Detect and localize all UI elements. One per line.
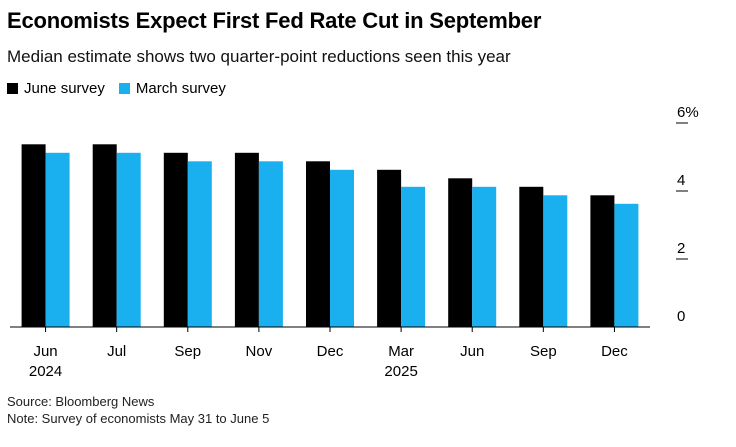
legend-item-march-survey: March survey: [118, 80, 226, 97]
bar-march-survey-8: [614, 203, 639, 328]
bar-march-survey-5: [401, 186, 426, 328]
x-tick-label-0: Jun: [33, 343, 57, 360]
x-tick-label-5-year: 2025: [384, 363, 417, 380]
bar-march-survey-7: [543, 195, 568, 328]
y-tick-label-2: 4: [677, 172, 685, 189]
bar-june-survey-0: [21, 144, 46, 328]
bars-layer: [21, 144, 639, 328]
x-tick-label-5: Mar: [388, 343, 414, 360]
footnote: Note: Survey of economists May 31 to Jun…: [7, 411, 270, 426]
legend-swatch-june-survey: [7, 83, 18, 94]
y-tick-label-3: 6%: [677, 104, 699, 121]
legend-swatch-march-survey: [118, 83, 130, 94]
bar-march-survey-1: [116, 152, 141, 328]
x-axis: Jun 2024 Jul Sep Nov Dec Mar 2025 Jun Sep Dec: [10, 326, 650, 380]
bar-june-survey-6: [448, 178, 473, 328]
chart-subtitle: Median estimate shows two quarter-point …: [7, 47, 511, 66]
bar-march-survey-2: [187, 161, 212, 328]
x-tick-label-2: Sep: [174, 343, 201, 360]
bar-june-survey-3: [234, 152, 259, 328]
bar-june-survey-7: [519, 186, 544, 328]
bar-june-survey-8: [590, 195, 615, 328]
bar-june-survey-1: [92, 144, 117, 328]
y-axis: 0 2 4 6%: [676, 104, 699, 325]
legend: June survey March survey: [7, 80, 240, 97]
bar-march-survey-0: [45, 152, 70, 328]
x-tick-label-0-year: 2024: [29, 363, 62, 380]
x-tick-label-8: Dec: [601, 343, 628, 360]
x-tick-label-1: Jul: [107, 343, 126, 360]
source-note: Source: Bloomberg News: [7, 394, 155, 409]
legend-label-march-survey: March survey: [135, 80, 226, 97]
x-tick-label-3: Nov: [246, 343, 273, 360]
y-tick-label-1: 2: [677, 240, 685, 257]
x-tick-label-7: Sep: [530, 343, 557, 360]
bar-march-survey-6: [472, 186, 497, 328]
legend-label-june-survey: June survey: [24, 80, 105, 97]
y-tick-label-0: 0: [677, 308, 685, 325]
bar-march-survey-3: [258, 161, 283, 328]
bar-june-survey-2: [163, 152, 188, 328]
bar-june-survey-4: [306, 161, 330, 328]
bar-june-survey-5: [377, 169, 402, 328]
legend-item-june-survey: June survey: [7, 80, 105, 97]
x-tick-label-6: Jun: [460, 343, 484, 360]
x-tick-label-4: Dec: [317, 343, 344, 360]
chart-title: Economists Expect First Fed Rate Cut in …: [7, 8, 542, 33]
bar-march-survey-4: [330, 169, 354, 328]
